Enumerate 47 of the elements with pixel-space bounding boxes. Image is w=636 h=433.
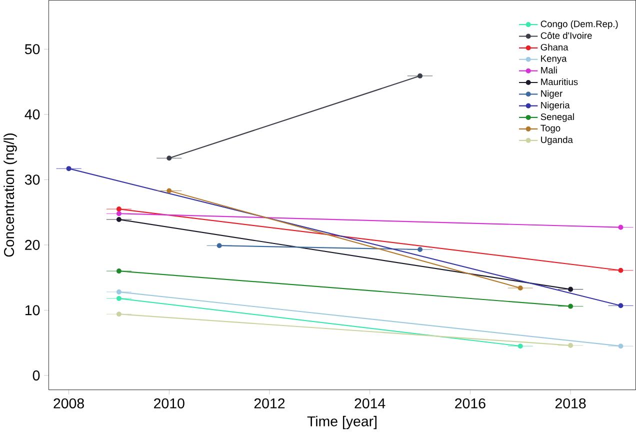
legend-label: Kenya <box>541 55 567 64</box>
point <box>166 156 172 161</box>
point <box>116 206 122 212</box>
y-axis-title: Concentration (ng/l) <box>4 134 17 257</box>
legend-label: Mauritius <box>541 78 578 86</box>
point <box>618 224 624 230</box>
point <box>116 268 122 274</box>
point <box>518 286 523 291</box>
point <box>568 304 574 309</box>
legend-label: Uganda <box>541 136 573 145</box>
point <box>418 247 423 252</box>
x-tick-label: 2018 <box>555 398 586 408</box>
y-tick-label: 30 <box>24 174 40 185</box>
x-tick-label: 2012 <box>254 398 285 408</box>
x-tick-label: 2010 <box>154 398 184 408</box>
point <box>618 344 624 349</box>
point <box>116 312 122 317</box>
x-tick-label: 2008 <box>54 398 84 408</box>
y-tick-label: 0 <box>32 370 40 381</box>
point <box>418 73 423 79</box>
legend-label: Mali <box>541 66 557 74</box>
point <box>568 343 574 348</box>
point <box>116 296 122 302</box>
y-tick-label: 50 <box>24 44 40 54</box>
x-tick-label: 2016 <box>455 398 486 408</box>
x-axis-title: Time [year] <box>307 416 376 430</box>
legend-label: Ghana <box>540 44 568 51</box>
point <box>216 243 222 248</box>
x-tick-label: 2014 <box>354 398 386 408</box>
y-tick-label: 40 <box>24 109 40 120</box>
point <box>116 290 122 295</box>
legend-label: Niger <box>541 90 562 99</box>
y-tick-label: 10 <box>25 305 40 316</box>
y-tick-label: 20 <box>25 240 40 250</box>
legend-label: Togo <box>540 125 560 134</box>
legend-label: Congo (Dem.Rep.) <box>540 20 618 30</box>
point <box>518 344 523 349</box>
point <box>166 188 172 194</box>
point <box>618 303 624 308</box>
point <box>116 217 122 222</box>
legend-label: Nigeria <box>541 102 570 110</box>
legend-label: Senegal <box>540 113 574 122</box>
point <box>568 286 574 292</box>
point <box>116 211 122 216</box>
point <box>618 268 624 274</box>
legend-label: Côte d'Ivoire <box>540 32 592 39</box>
point <box>66 166 72 172</box>
